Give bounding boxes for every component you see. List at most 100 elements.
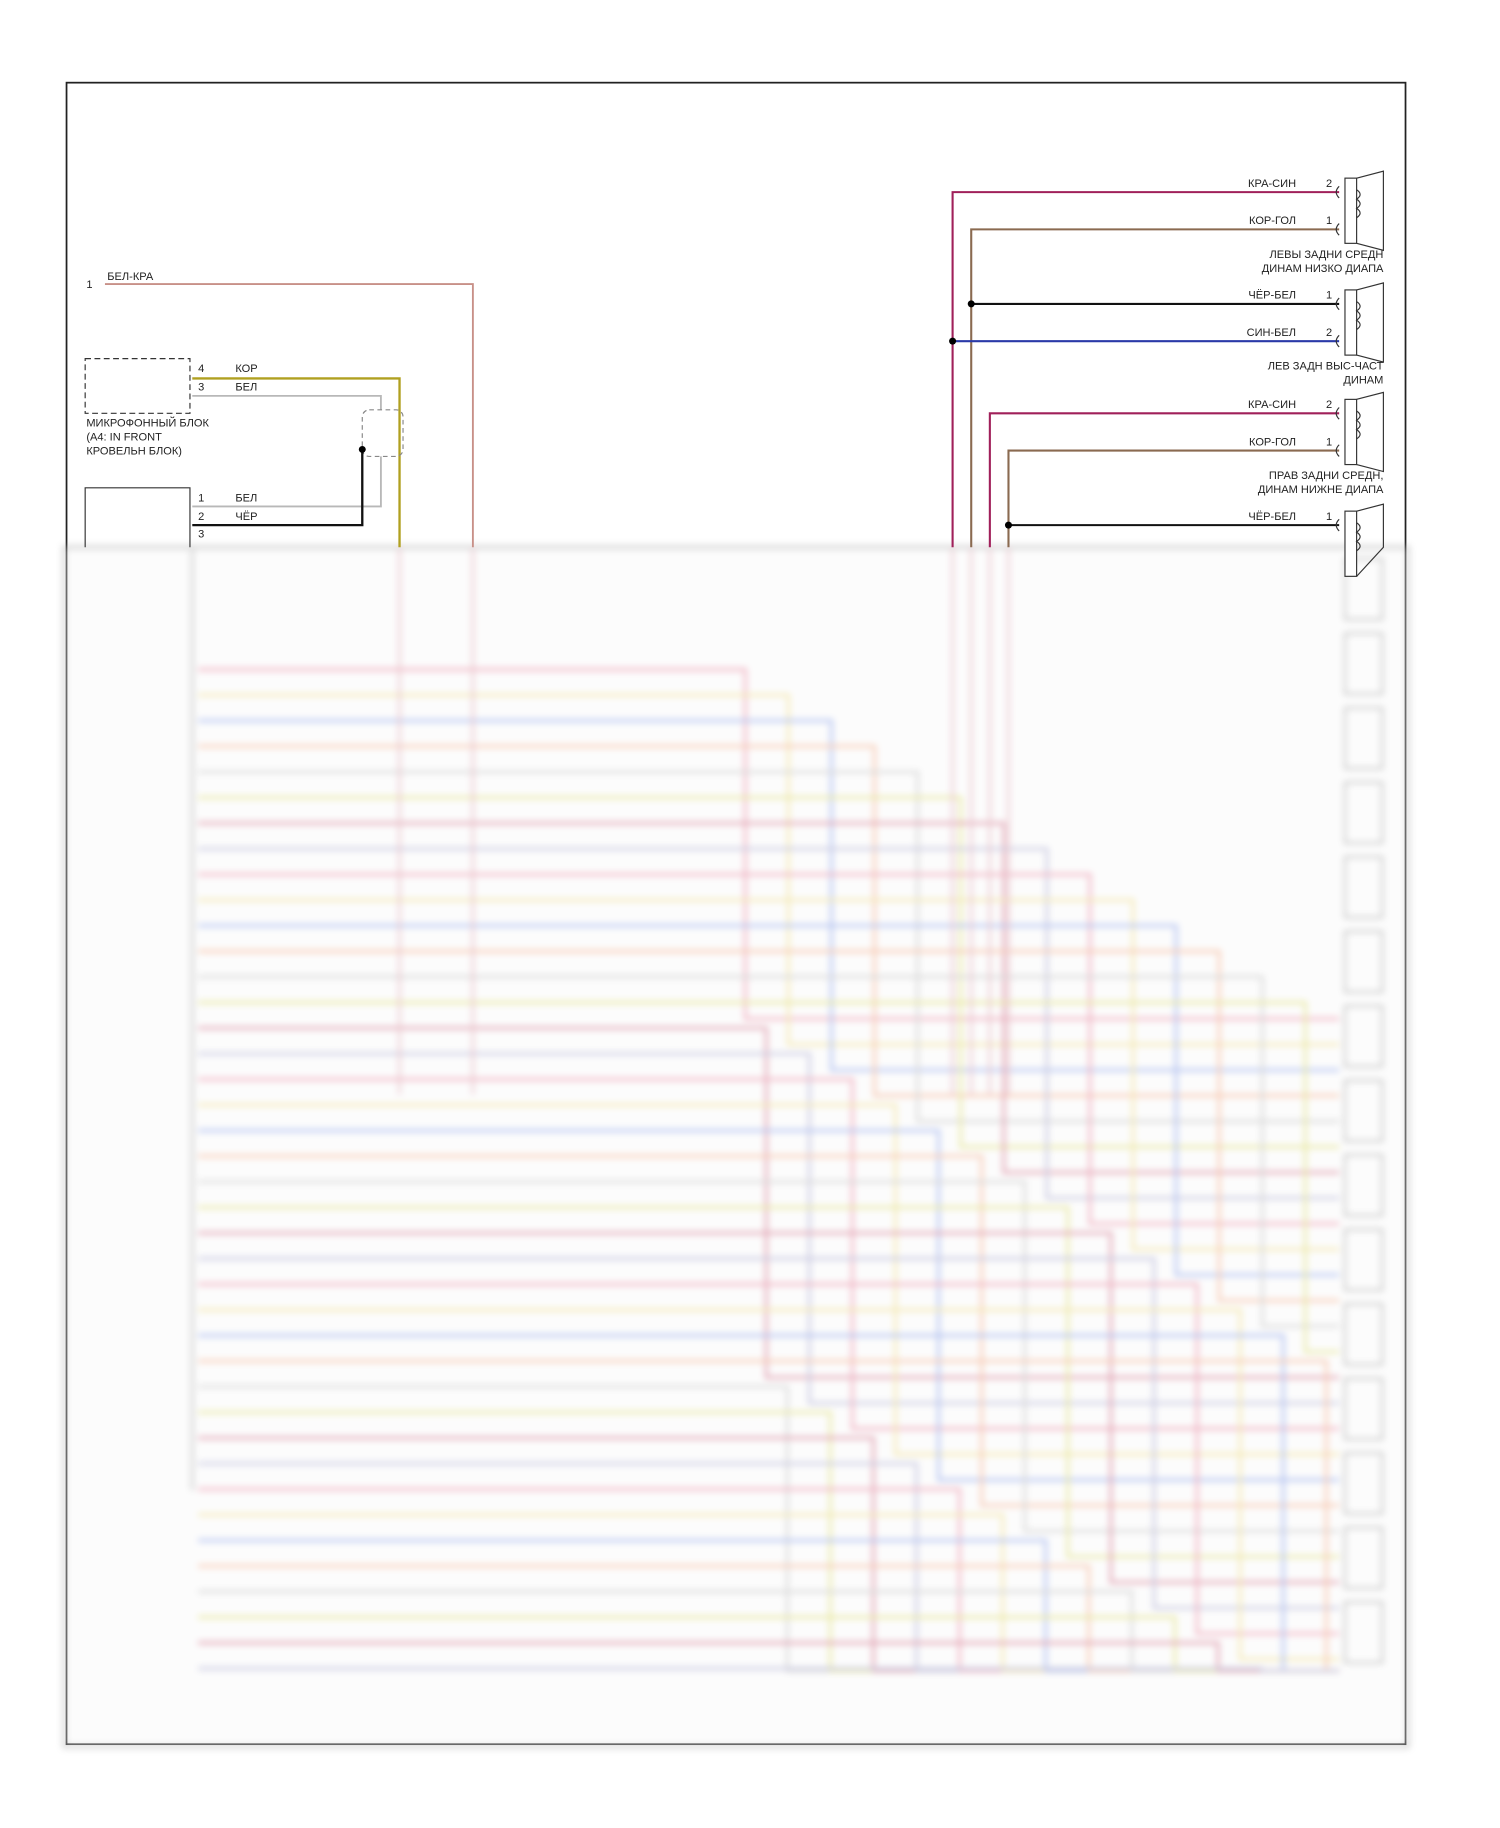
blur-speaker: [1343, 1302, 1384, 1366]
label: 3: [198, 382, 204, 394]
label: БЕЛ-КРА: [107, 271, 154, 283]
connector-pin: [1335, 444, 1340, 457]
blur-wire: [198, 1564, 1340, 1673]
speaker-horn: [1356, 503, 1384, 577]
blur-speaker: [1343, 1600, 1384, 1664]
blur-wire: [198, 1641, 1340, 1673]
blur-wire: [198, 1410, 1340, 1673]
connector-pin: [1335, 185, 1340, 199]
label: ДИНАМ НИЗКО ДИАПА: [1262, 263, 1384, 275]
blur-wire: [198, 821, 1340, 1174]
blur-wire: [198, 693, 1340, 1046]
blur-speaker: [1343, 1228, 1384, 1292]
label: 2: [1326, 327, 1332, 339]
wire: [192, 456, 382, 508]
label: КРА-СИН: [1248, 178, 1296, 190]
speaker-coil: [1355, 410, 1361, 440]
blur-wire: [198, 1513, 1340, 1673]
wire: [988, 412, 1340, 548]
blur-wire: [198, 1487, 1340, 1673]
label: 1: [1326, 436, 1332, 448]
blur-wire: [198, 1154, 1340, 1507]
blur-wire: [198, 1667, 1340, 1673]
wire: [104, 283, 474, 548]
label: ЛЕВ ЗАДН ВЫС-ЧАСТ: [1268, 361, 1384, 373]
speaker-coil-box: [1344, 289, 1358, 356]
blur-speaker: [1343, 706, 1384, 770]
radio-box: [84, 487, 191, 548]
label: 1: [86, 279, 92, 291]
wire: [192, 377, 401, 548]
blur-wire: [198, 1231, 1340, 1584]
speaker-coil: [1355, 301, 1361, 330]
blurred-area: [62, 545, 1410, 1749]
blur-wire: [198, 924, 1340, 1277]
label: ЧЁР: [235, 511, 257, 523]
speaker-coil-box: [1344, 510, 1358, 577]
blur-wire: [198, 1334, 1340, 1673]
label: КРОВЕЛЬН БЛОК): [86, 446, 182, 458]
label: БЕЛ: [235, 382, 257, 394]
label: ЧЁР-БЕЛ: [1248, 290, 1296, 302]
speaker-coil: [1355, 189, 1361, 219]
speaker-horn: [1356, 282, 1384, 363]
blur-wire: [198, 744, 1340, 1098]
connector-pin: [1335, 407, 1340, 420]
blur-speaker: [1343, 855, 1384, 919]
speaker-coil-box: [1344, 177, 1358, 244]
blur-wire: [198, 1282, 1340, 1636]
blur-wire: [198, 1359, 1340, 1673]
blur-wire: [198, 1308, 1340, 1661]
blur-wire: [198, 1257, 1340, 1610]
label: 1: [1326, 215, 1332, 227]
blur-wire: [198, 719, 1340, 1072]
blur-wire: [198, 847, 1340, 1200]
junction: [967, 300, 975, 308]
label: БЕЛ: [235, 492, 257, 504]
label: КОР-ГОЛ: [1249, 215, 1296, 227]
label: 1: [198, 492, 204, 504]
speaker-horn: [1356, 391, 1384, 473]
blur-wire: [198, 898, 1340, 1251]
readable-area: 1 БЕЛ-КРА 4 КОР 3 БЕЛ МИКРОФОННЫЙ БЛОК (A4: IN …: [84, 170, 1384, 577]
speaker-coil-box: [1344, 398, 1358, 466]
label: ПРАВ ЗАДНИ СРЕДН,: [1269, 470, 1384, 482]
label: 4: [198, 363, 204, 375]
blur-speaker: [1343, 930, 1384, 994]
junction: [949, 337, 957, 345]
blur-speaker: [1343, 1079, 1384, 1143]
speaker-coil: [1355, 522, 1361, 552]
blur-wire: [198, 1001, 1340, 1354]
label: ДИНАМ: [1343, 375, 1383, 387]
blur-speaker: [1343, 557, 1384, 621]
label: (A4: IN FRONT: [86, 432, 162, 444]
blur-wire: [198, 1180, 1340, 1533]
blur-wire: [198, 1077, 1340, 1431]
label: СИН-БЕЛ: [1247, 327, 1296, 339]
label: ЛЕВЫ ЗАДНИ СРЕДН: [1270, 249, 1384, 261]
blur-wire: [198, 668, 1340, 1021]
label: ЧЁР-БЕЛ: [1248, 511, 1296, 523]
label: 2: [198, 511, 204, 523]
frame: [65, 81, 1407, 1746]
junction: [1004, 521, 1012, 529]
shield: [361, 409, 404, 457]
label: КОР-ГОЛ: [1249, 436, 1296, 448]
blur-wire: [198, 1103, 1340, 1456]
blur-speaker: [1343, 781, 1384, 845]
label: КРА-СИН: [1248, 399, 1296, 411]
junction: [358, 445, 366, 453]
label: КОР: [235, 363, 257, 375]
blur-speaker: [1343, 1451, 1384, 1515]
connector-pin: [1335, 223, 1340, 236]
label: 3: [198, 528, 204, 540]
blur-speaker: [1343, 1526, 1384, 1590]
wire: [192, 449, 364, 527]
blur-wire: [198, 975, 1340, 1328]
wire: [951, 191, 1340, 548]
blur-wire: [198, 1026, 1340, 1379]
blur-wire: [198, 1462, 1340, 1673]
blur-speaker: [1343, 1153, 1384, 1217]
